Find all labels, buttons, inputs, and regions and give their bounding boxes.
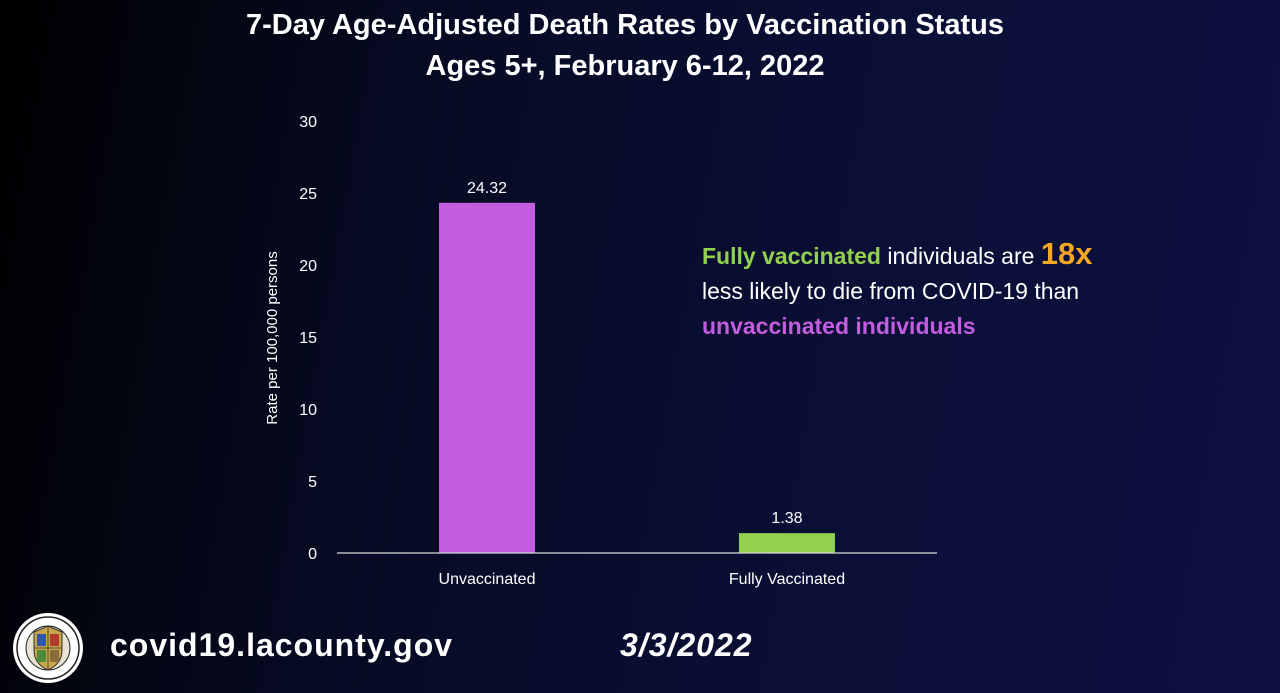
callout-ratio: 18x — [1040, 236, 1093, 271]
y-tick-label: 5 — [308, 474, 317, 491]
chart-subtitle: Ages 5+, February 6-12, 2022 — [425, 50, 825, 82]
bar-fully-vaccinated — [739, 533, 835, 553]
y-axis-label: Rate per 100,000 persons — [264, 251, 281, 424]
bar-value-label: 1.38 — [771, 510, 802, 527]
callout-unvaccinated-individuals: unvaccinated individuals — [702, 313, 976, 339]
x-axis-categories: Unvaccinated Fully Vaccinated — [439, 571, 846, 588]
y-tick-label: 0 — [308, 546, 317, 563]
footer-date: 3/3/2022 — [620, 627, 753, 663]
bar-unvaccinated — [439, 202, 535, 554]
bars: 24.32 1.38 — [439, 180, 835, 554]
y-tick-label: 30 — [299, 114, 317, 131]
y-tick-label: 25 — [299, 186, 317, 203]
x-category-label: Fully Vaccinated — [729, 571, 845, 588]
y-tick-label: 20 — [299, 258, 317, 275]
y-axis-ticks: 0 5 10 15 20 25 30 — [299, 114, 317, 563]
chart-title: 7-Day Age-Adjusted Death Rates by Vaccin… — [246, 9, 1004, 41]
bar-value-label: 24.32 — [467, 180, 507, 197]
footer-url: covid19.lacounty.gov — [110, 627, 454, 663]
y-tick-label: 15 — [299, 330, 317, 347]
x-category-label: Unvaccinated — [439, 571, 536, 588]
callout-individuals-are: individuals are — [880, 243, 1041, 269]
callout-fully-vaccinated: Fully vaccinated — [702, 243, 881, 269]
callout-less-likely: less likely to die from COVID-19 than — [702, 278, 1080, 304]
y-tick-label: 10 — [299, 402, 317, 419]
county-seal-icon — [13, 613, 83, 683]
callout-text: Fully vaccinated individuals are 18x les… — [702, 236, 1222, 344]
